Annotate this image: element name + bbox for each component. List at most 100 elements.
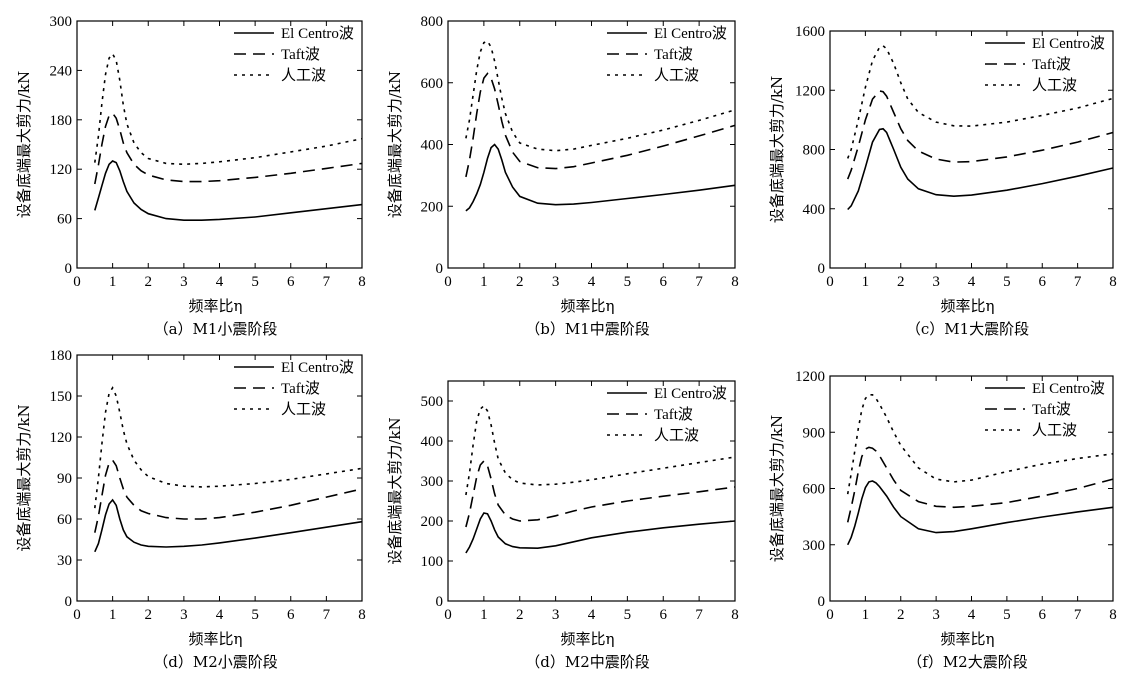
x-tick-label: 7: [323, 607, 331, 623]
x-tick-label: 5: [1003, 607, 1011, 623]
x-axis-title: 频率比η: [941, 630, 995, 648]
series-line-1: [94, 498, 363, 553]
series-line-1: [94, 160, 363, 221]
x-tick-label: 4: [588, 607, 596, 623]
series-line-3: [94, 52, 363, 166]
y-tick-label: 400: [803, 202, 826, 218]
chart-panel-1: 0 1 2 3 4 5 6 7 8 0 60 120 180 240 300 频率比η 设备底端最大剪力/kN （…: [15, 14, 366, 338]
y-tick-label: 30: [57, 553, 72, 569]
chart-panel-2: 0 1 2 3 4 5 6 7 8 0 200 400 600 800 频率比η 设备底端最大剪力/kN （b）…: [386, 14, 739, 338]
x-tick-label: 2: [897, 607, 905, 623]
x-axis-title: 频率比η: [189, 297, 243, 315]
legend-label-3: 人工波: [654, 427, 699, 444]
x-tick-label: 6: [1039, 607, 1047, 623]
x-tick-label: 4: [968, 274, 976, 290]
y-tick-label: 60: [57, 212, 72, 228]
x-tick-label: 0: [444, 607, 452, 623]
series-line-2: [94, 112, 363, 185]
y-axis-title: 设备底端最大剪力/kN: [15, 71, 33, 218]
series-line-2: [94, 459, 363, 533]
y-tick-label: 200: [421, 514, 444, 530]
x-tick-label: 0: [73, 607, 81, 623]
panel-caption: （b）M1中震阶段: [525, 320, 650, 338]
y-axis-title: 设备底端最大剪力/kN: [386, 417, 404, 564]
y-tick-label: 0: [818, 261, 826, 277]
x-tick-label: 3: [552, 274, 560, 290]
x-tick-label: 8: [358, 607, 366, 623]
y-tick-label: 120: [50, 430, 73, 446]
series-line-1: [465, 512, 736, 554]
y-tick-label: 240: [50, 63, 73, 79]
series-line-1: [465, 143, 736, 212]
panel-caption: （a）M1小震阶段: [154, 320, 278, 338]
legend-label-2: Taft波: [654, 406, 693, 423]
y-tick-label: 200: [421, 199, 444, 215]
x-tick-label: 2: [145, 274, 153, 290]
x-tick-label: 8: [1109, 607, 1117, 623]
y-tick-label: 0: [436, 594, 444, 610]
legend-label-2: Taft波: [654, 46, 693, 63]
x-tick-label: 3: [932, 274, 940, 290]
x-tick-label: 5: [624, 607, 632, 623]
chart-panel-6: 0 1 2 3 4 5 6 7 8 0 300 600 900 1200 频率比η 设备底端最大剪力/kN （f…: [768, 369, 1117, 671]
x-tick-label: 5: [624, 274, 632, 290]
legend-label-3: 人工波: [281, 401, 326, 418]
y-tick-label: 500: [421, 394, 444, 410]
x-tick-label: 5: [251, 607, 259, 623]
x-tick-label: 4: [588, 274, 596, 290]
x-tick-label: 3: [552, 607, 560, 623]
x-tick-label: 0: [826, 607, 834, 623]
y-axis-title: 设备底端最大剪力/kN: [15, 404, 33, 551]
x-tick-label: 0: [826, 274, 834, 290]
x-tick-label: 5: [1003, 274, 1011, 290]
x-tick-label: 2: [516, 274, 524, 290]
legend-label-2: Taft波: [1032, 401, 1071, 418]
y-tick-label: 100: [421, 554, 444, 570]
legend-label-1: El Centro波: [654, 385, 727, 402]
y-tick-label: 300: [803, 538, 826, 554]
legend-label-1: El Centro波: [654, 25, 727, 42]
legend-label-1: El Centro波: [281, 359, 354, 376]
x-axis-title: 频率比η: [941, 297, 995, 315]
chart-panel-3: 0 1 2 3 4 5 6 7 8 0 400 800 1200 1600 频率比η 设备底端最大剪力/kN （…: [768, 24, 1117, 338]
legend-label-3: 人工波: [1032, 422, 1077, 439]
x-tick-label: 8: [731, 607, 739, 623]
y-tick-label: 400: [421, 434, 444, 450]
legend-label-2: Taft波: [1032, 56, 1071, 73]
legend-label-1: El Centro波: [1032, 380, 1105, 397]
x-axis-title: 频率比η: [561, 297, 615, 315]
legend-label-1: El Centro波: [281, 25, 354, 42]
x-tick-label: 1: [109, 607, 117, 623]
x-tick-label: 0: [73, 274, 81, 290]
y-axis-title: 设备底端最大剪力/kN: [386, 71, 404, 218]
series-line-1: [847, 127, 1114, 211]
series-line-3: [465, 40, 736, 152]
y-tick-label: 800: [803, 143, 826, 159]
series-line-2: [465, 72, 736, 178]
x-tick-label: 7: [695, 607, 703, 623]
chart-panel-5: 0 1 2 3 4 5 6 7 8 0 100 200 300 400 500 频率比η 设备底端最大剪力/kN…: [386, 380, 739, 671]
x-tick-label: 6: [660, 274, 668, 290]
x-tick-label: 7: [1074, 274, 1082, 290]
x-tick-label: 4: [216, 274, 224, 290]
y-tick-label: 1200: [795, 369, 825, 385]
y-tick-label: 1600: [795, 24, 825, 40]
x-tick-label: 6: [660, 607, 668, 623]
x-tick-label: 8: [1109, 274, 1117, 290]
series-line-3: [846, 394, 1114, 495]
series-line-2: [846, 446, 1114, 523]
y-tick-label: 400: [421, 138, 444, 154]
x-tick-label: 5: [251, 274, 259, 290]
y-tick-label: 900: [803, 425, 826, 441]
y-axis-title: 设备底端最大剪力/kN: [768, 415, 786, 562]
panel-caption: （f）M2大震阶段: [907, 653, 1027, 671]
series-line-2: [465, 459, 736, 528]
y-tick-label: 0: [436, 261, 444, 277]
y-tick-label: 60: [57, 512, 72, 528]
x-tick-label: 2: [897, 274, 905, 290]
series-line-2: [846, 90, 1114, 180]
legend-label-3: 人工波: [1032, 77, 1077, 94]
x-axis-title: 频率比η: [189, 630, 243, 648]
x-tick-label: 6: [287, 274, 295, 290]
